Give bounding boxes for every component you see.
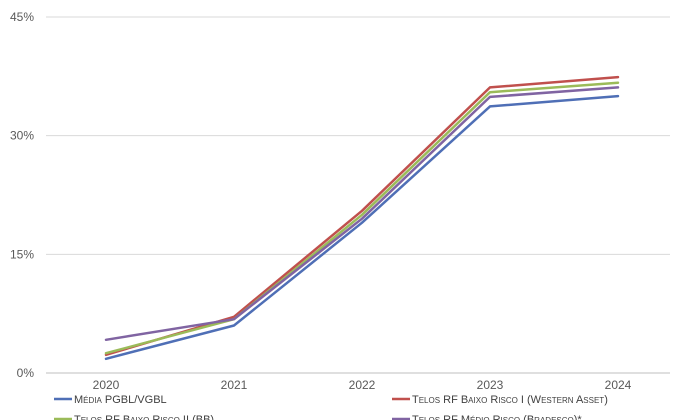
x-tick-label: 2023 [477, 378, 504, 392]
series-lines [104, 75, 620, 361]
legend-item: Média PGBL/VGBL [54, 394, 167, 406]
series-line-1 [104, 94, 620, 361]
y-tick-label: 30% [10, 129, 34, 143]
legend-label: Telos RF Médio Risco (Bradesco)* [412, 414, 582, 420]
series-line-4 [104, 86, 620, 342]
legend-label: Média PGBL/VGBL [74, 394, 167, 406]
x-tick-label: 2020 [93, 378, 120, 392]
legend: Média PGBL/VGBL Telos RF Baixo Risco I (W… [54, 394, 608, 420]
x-tick-label: 2024 [605, 378, 632, 392]
y-tick-label: 15% [10, 247, 34, 261]
x-tick-label: 2022 [349, 378, 376, 392]
legend-label: Telos RF Baixo Risco I (Western Asset) [412, 394, 608, 406]
legend-label: Telos RF Baixo Risco II (BB) [74, 414, 214, 420]
gridlines [46, 16, 670, 374]
legend-item: Telos RF Baixo Risco I (Western Asset) [392, 394, 608, 406]
x-axis-ticks: 2020 2021 2022 2023 2024 [93, 378, 632, 392]
legend-item: Telos RF Médio Risco (Bradesco)* [392, 414, 582, 420]
legend-item: Telos RF Baixo Risco II (BB) [54, 414, 214, 420]
series-line-3 [104, 81, 620, 355]
y-tick-label: 0% [17, 366, 35, 380]
y-axis-ticks: 0% 15% 30% 45% [10, 10, 34, 380]
y-tick-label: 45% [10, 10, 34, 24]
x-tick-label: 2021 [221, 378, 248, 392]
